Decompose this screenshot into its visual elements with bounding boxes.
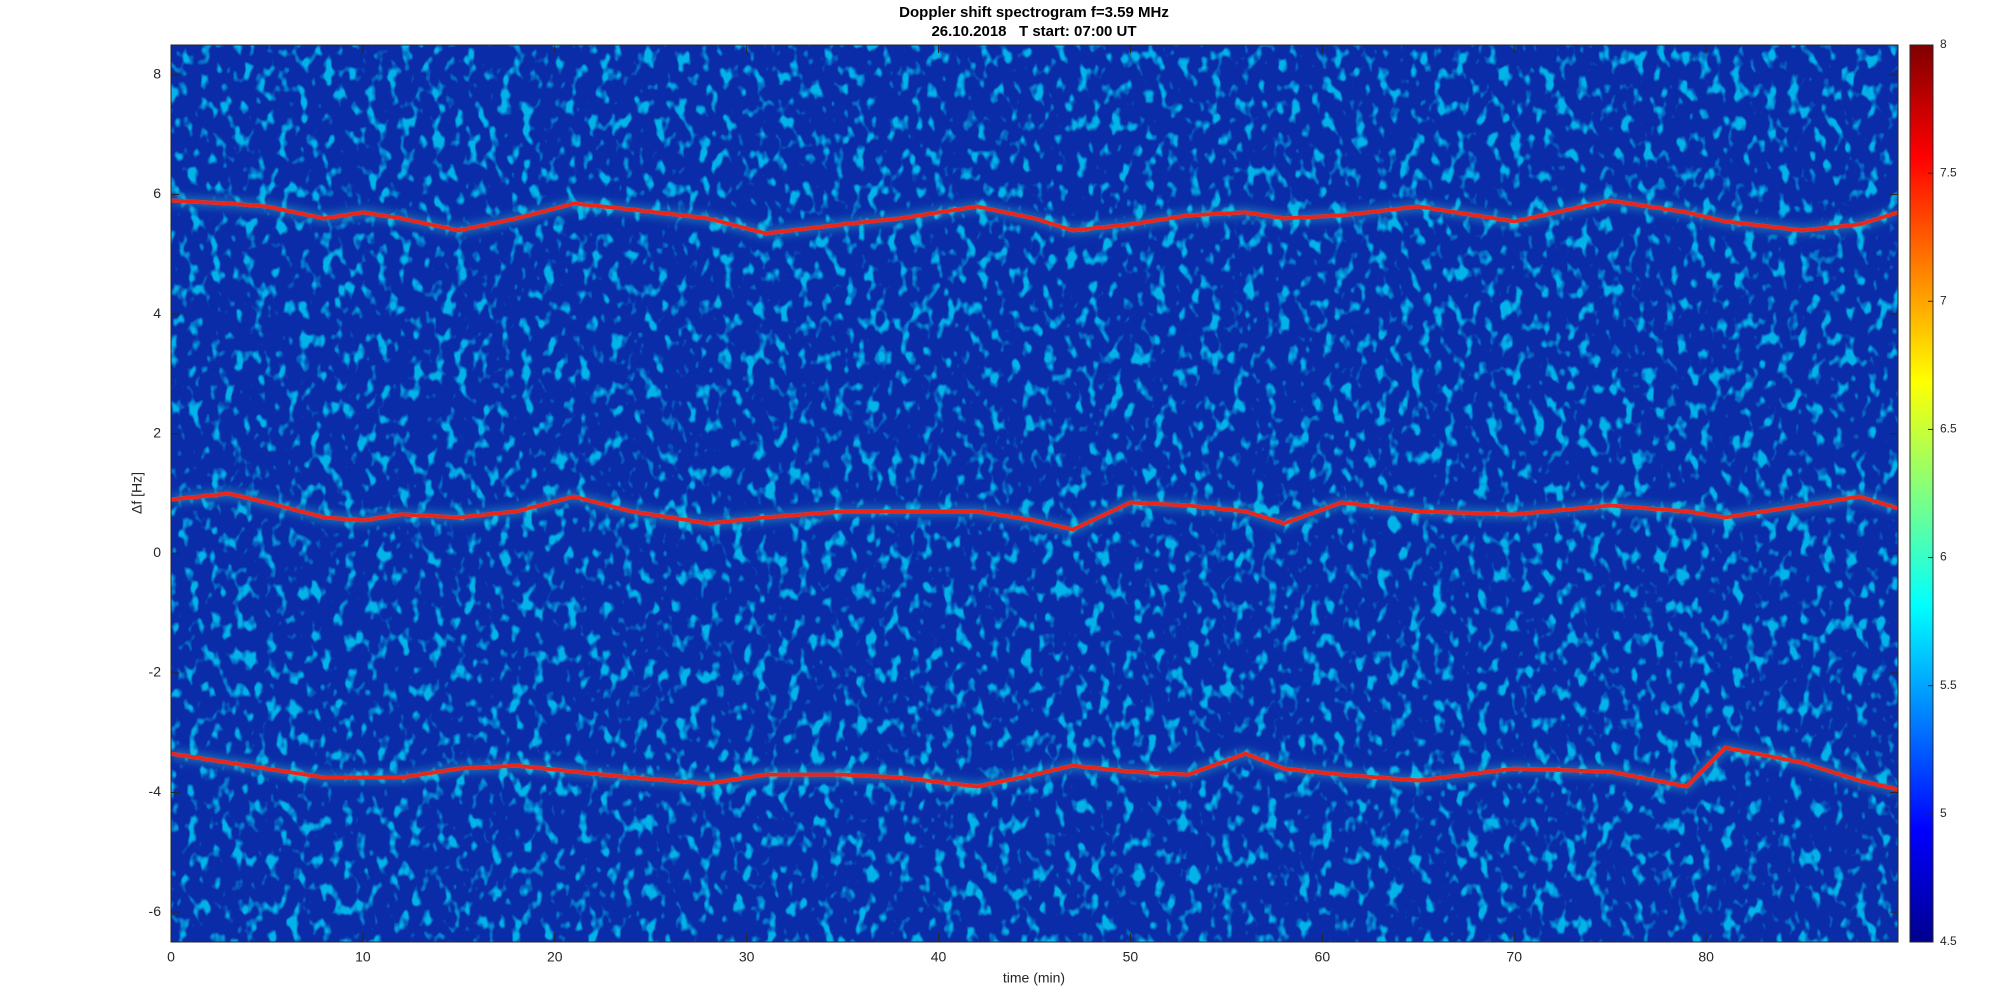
chart-title: Doppler shift spectrogram f=3.59 MHz [899, 4, 1169, 21]
colorbar-tick-label: 5 [1940, 806, 1947, 820]
colorbar-tick-label: 6 [1940, 550, 1947, 564]
x-tick-label: 20 [547, 949, 563, 965]
colorbar-tick-label: 7.5 [1940, 165, 1957, 179]
x-tick-label: 0 [167, 949, 175, 965]
colorbar [1909, 44, 1934, 943]
y-tick-label: 2 [153, 424, 161, 440]
y-tick-label: 0 [153, 544, 161, 560]
x-tick-label: 10 [355, 949, 371, 965]
x-tick-label: 50 [1123, 949, 1139, 965]
y-axis-label: Δf [Hz] [129, 472, 145, 514]
y-tick-label: 6 [153, 185, 161, 201]
colorbar-tick-label: 4.5 [1940, 934, 1957, 948]
x-axis-label: time (min) [1003, 970, 1065, 986]
signal-trace [171, 491, 1898, 532]
colorbar-tick-label: 6.5 [1940, 422, 1957, 436]
chart-subtitle: 26.10.2018 T start: 07:00 UT [931, 23, 1136, 40]
signal-trace [171, 198, 1898, 236]
y-tick-label: 4 [153, 305, 161, 321]
colorbar-tick-label: 5.5 [1940, 678, 1957, 692]
y-tick-label: 8 [153, 66, 161, 82]
plot-area [171, 45, 1898, 942]
signal-trace [171, 745, 1898, 792]
y-tick-label: -4 [149, 783, 162, 799]
colorbar-tick-label: 8 [1940, 37, 1947, 51]
x-tick-label: 60 [1315, 949, 1331, 965]
x-tick-label: 40 [931, 949, 947, 965]
colorbar-tick-label: 7 [1940, 293, 1947, 307]
x-tick-label: 80 [1698, 949, 1714, 965]
x-tick-label: 30 [739, 949, 755, 965]
y-tick-label: -2 [149, 664, 162, 680]
noise-texture [171, 45, 1898, 942]
axes: 0 10 20 30 40 50 60 70 80 -6 -4 -2 0 2 4 6 8 4.5 5 5.5 6 6.5 7… [149, 37, 1957, 965]
x-tick-label: 70 [1506, 949, 1522, 965]
y-tick-label: -6 [149, 903, 162, 919]
axes-frame [170, 44, 1899, 943]
